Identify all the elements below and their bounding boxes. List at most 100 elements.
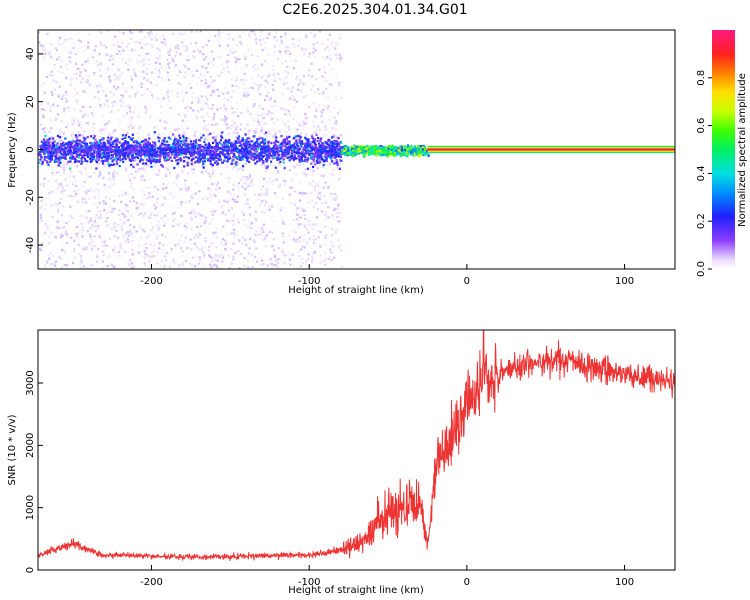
heatmap-cell (163, 40, 166, 43)
heatmap-cell (258, 204, 261, 207)
heatmap-cell (131, 137, 134, 140)
heatmap-cell (267, 146, 270, 149)
heatmap-cell (178, 264, 181, 267)
heatmap-cell (276, 171, 280, 174)
heatmap-cell (258, 158, 261, 161)
heatmap-cell (144, 104, 147, 107)
heatmap-cell (153, 131, 156, 134)
heatmap-cell (121, 194, 125, 197)
heatmap-cell (310, 260, 314, 263)
heatmap-cell (309, 147, 312, 150)
heatmap-cell (300, 90, 303, 93)
heatmap-cell (329, 152, 332, 155)
heatmap-cell (199, 158, 202, 161)
heatmap-cell (140, 150, 143, 153)
heatmap-cell (190, 218, 193, 221)
heatmap-cell (103, 242, 107, 245)
heatmap-cell (179, 83, 182, 86)
heatmap-cell (43, 146, 46, 149)
heatmap-cell (266, 165, 269, 168)
heatmap-cell (62, 132, 65, 135)
heatmap-cell (208, 147, 211, 150)
heatmap-cell (128, 106, 132, 109)
heatmap-cell (89, 160, 92, 164)
heatmap-cell (129, 179, 132, 182)
heatmap-cell (276, 38, 279, 41)
heatmap-cell (207, 115, 210, 119)
heatmap-cell (64, 38, 67, 41)
heatmap-cell (130, 266, 133, 269)
heatmap-cell (50, 154, 53, 157)
heatmap-cell (158, 170, 161, 173)
heatmap-cell (173, 156, 176, 159)
heatmap-cell (199, 30, 202, 33)
heatmap-cell (154, 207, 157, 210)
heatmap-cell (331, 197, 335, 200)
heatmap-cell (91, 265, 94, 268)
heatmap-cell (146, 79, 149, 82)
heatmap-cell (275, 136, 278, 139)
heatmap-cell (298, 141, 301, 144)
heatmap-cell (258, 123, 261, 126)
heatmap-cell (248, 223, 252, 226)
heatmap-cell (251, 77, 254, 80)
heatmap-cell (327, 96, 331, 99)
heatmap-cell (44, 127, 47, 130)
heatmap-cell (156, 197, 159, 201)
heatmap-cell (214, 123, 217, 126)
heatmap-cell (182, 128, 185, 131)
heatmap-cell (268, 132, 271, 135)
heatmap-cell (93, 135, 96, 138)
heatmap-cell (260, 130, 263, 133)
heatmap-cell (207, 123, 210, 126)
heatmap-cell (340, 159, 343, 162)
heatmap-cell (193, 242, 196, 245)
heatmap-cell (117, 125, 120, 128)
heatmap-cell (251, 144, 254, 147)
heatmap-cell (103, 142, 106, 145)
heatmap-cell (215, 150, 218, 153)
heatmap-cell (168, 49, 172, 52)
heatmap-cell (136, 131, 139, 134)
heatmap-cell (215, 236, 218, 239)
heatmap-cell (332, 244, 335, 247)
heatmap-cell (84, 152, 87, 156)
heatmap-cell (123, 147, 126, 150)
heatmap-cell (301, 146, 304, 149)
heatmap-cell (155, 173, 158, 176)
heatmap-cell (50, 118, 53, 121)
heatmap-cell (135, 147, 138, 150)
heatmap-cell (317, 125, 320, 128)
heatmap-cell (265, 135, 268, 138)
heatmap-cell (145, 254, 148, 257)
heatmap-cell (70, 152, 73, 156)
heatmap-cell (286, 136, 289, 139)
heatmap-cell (339, 150, 342, 153)
heatmap-cell (182, 262, 185, 265)
heatmap-cell (202, 263, 205, 266)
heatmap-cell (182, 138, 185, 141)
heatmap-cell (133, 124, 136, 127)
heatmap-cell (228, 189, 231, 192)
heatmap-cell (238, 158, 241, 161)
heatmap-cell (202, 267, 205, 269)
heatmap-cell (233, 235, 236, 239)
heatmap-cell (93, 151, 96, 154)
heatmap-cell (327, 144, 330, 147)
heatmap-cell (57, 42, 60, 45)
heatmap-cell (180, 203, 183, 206)
heatmap-cell (207, 187, 210, 190)
heatmap-cell (315, 223, 318, 226)
heatmap-cell (275, 147, 278, 150)
heatmap-cell (270, 142, 273, 145)
heatmap-cell (99, 41, 102, 44)
heatmap-cell (243, 257, 246, 260)
heatmap-cell (265, 188, 268, 191)
heatmap-cell (328, 154, 331, 157)
heatmap-cell (316, 139, 319, 143)
heatmap-cell (231, 160, 234, 163)
heatmap-cell (215, 160, 218, 163)
heatmap-cell (158, 160, 161, 163)
heatmap-cell (301, 142, 304, 145)
heatmap-cell (333, 156, 336, 159)
